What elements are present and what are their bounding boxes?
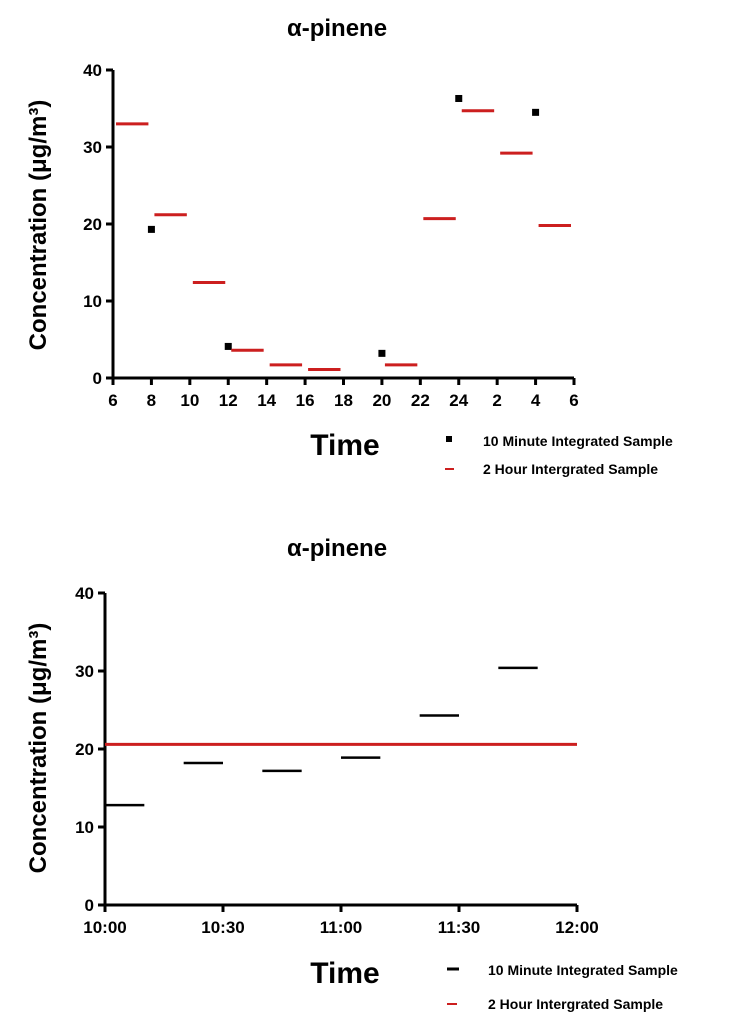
chart1-y-tick-label: 30	[83, 138, 102, 157]
chart2-y-tick-label: 40	[75, 584, 94, 603]
chart1-legend-marker-10min	[446, 436, 452, 442]
chart2-x-tick-label: 11:30	[438, 918, 481, 937]
chart1-10min-point	[378, 349, 386, 357]
chart1-x-tick-label: 18	[334, 391, 353, 410]
chart1-x-tick-label: 8	[147, 391, 156, 410]
chart1-y-tick-label: 20	[83, 215, 102, 234]
chart1-x-tick-label: 6	[569, 391, 578, 410]
chart2-y-tick-label: 30	[75, 662, 94, 681]
chart1-x-axis-label: Time	[310, 429, 379, 462]
chart1-legend-label-10min: 10 Minute Integrated Sample	[483, 433, 673, 449]
chart2-x-tick-label: 11:00	[320, 918, 363, 937]
chart1-10min-point	[224, 342, 232, 350]
chart1-title: α-pinene	[287, 15, 387, 42]
chart1-y-tick-label: 0	[93, 369, 102, 388]
chart1-10min-point	[147, 225, 155, 233]
chart2-x-tick-label: 10:00	[83, 918, 126, 937]
chart1-legend-label-2hour: 2 Hour Intergrated Sample	[483, 461, 658, 477]
chart1-y-tick-label: 40	[83, 61, 102, 80]
chart2-y-tick-label: 0	[85, 896, 94, 915]
chart1-x-tick-label: 12	[219, 391, 238, 410]
chart1-x-tick-label: 10	[180, 391, 199, 410]
chart2-y-tick-label: 10	[75, 818, 94, 837]
chart2-legend-label-2hour: 2 Hour Intergrated Sample	[488, 996, 663, 1012]
chart1-x-tick-label: 2	[492, 391, 501, 410]
chart1-x-tick-label: 4	[531, 391, 541, 410]
chart1-y-axis-label: Concentration (μg/m³)	[25, 100, 52, 351]
chart2-title: α-pinene	[287, 535, 387, 562]
chart1-10min-point	[455, 94, 463, 102]
chart1-x-tick-label: 16	[296, 391, 315, 410]
chart2-y-tick-label: 20	[75, 740, 94, 759]
chart1-y-tick-label: 10	[83, 292, 102, 311]
chart1-10min-point	[532, 108, 540, 116]
chart2-legend-label-10min: 10 Minute Integrated Sample	[488, 962, 678, 978]
chart2-x-tick-label: 10:30	[201, 918, 244, 937]
chart1-x-tick-label: 6	[108, 391, 117, 410]
chart2-x-axis-label: Time	[310, 957, 379, 990]
chart2-y-axis-label: Concentration (μg/m³)	[25, 623, 52, 874]
chart1-x-tick-label: 14	[257, 391, 276, 410]
chart1-x-tick-label: 24	[449, 391, 468, 410]
chart1-x-tick-label: 20	[372, 391, 391, 410]
chart1-x-tick-label: 22	[411, 391, 430, 410]
chart2-x-tick-label: 12:00	[555, 918, 598, 937]
